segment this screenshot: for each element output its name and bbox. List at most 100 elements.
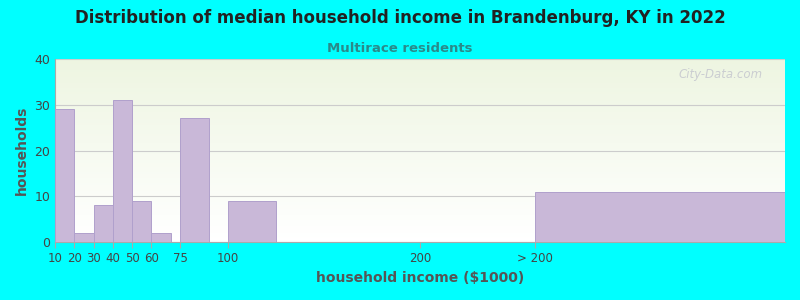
Bar bbox=[55, 163, 785, 165]
Bar bbox=[151, 233, 170, 242]
Bar bbox=[55, 227, 785, 229]
Bar bbox=[180, 118, 209, 242]
Bar bbox=[55, 134, 785, 136]
Bar bbox=[55, 59, 785, 61]
Bar bbox=[55, 151, 785, 152]
Bar bbox=[55, 169, 785, 171]
Bar bbox=[55, 130, 785, 132]
Bar bbox=[55, 240, 785, 242]
Bar bbox=[55, 101, 785, 103]
Bar bbox=[55, 88, 785, 90]
Bar bbox=[55, 96, 785, 98]
Bar bbox=[55, 106, 785, 108]
Bar bbox=[55, 231, 785, 233]
Bar bbox=[55, 81, 785, 83]
Y-axis label: households: households bbox=[15, 106, 29, 195]
Bar bbox=[55, 233, 785, 235]
Bar bbox=[55, 222, 785, 224]
Bar bbox=[55, 214, 785, 216]
Bar bbox=[55, 191, 785, 193]
Bar bbox=[55, 198, 785, 200]
Bar bbox=[55, 61, 785, 63]
Bar bbox=[55, 149, 785, 151]
Text: Distribution of median household income in Brandenburg, KY in 2022: Distribution of median household income … bbox=[74, 9, 726, 27]
Bar bbox=[55, 211, 785, 213]
Bar bbox=[55, 154, 785, 156]
Bar bbox=[55, 92, 785, 94]
Bar bbox=[55, 161, 785, 163]
Bar bbox=[55, 158, 785, 160]
Bar bbox=[55, 76, 785, 77]
Bar bbox=[55, 108, 785, 110]
Bar bbox=[55, 204, 785, 206]
Bar bbox=[55, 184, 785, 185]
Bar bbox=[55, 105, 785, 106]
Bar bbox=[55, 79, 785, 81]
Bar bbox=[55, 114, 785, 116]
Bar bbox=[55, 224, 785, 226]
Bar bbox=[55, 127, 785, 129]
Bar bbox=[55, 94, 785, 96]
Bar bbox=[55, 178, 785, 180]
Bar bbox=[55, 68, 785, 70]
Bar bbox=[55, 141, 785, 143]
Bar bbox=[55, 77, 785, 79]
Bar bbox=[55, 235, 785, 236]
Text: City-Data.com: City-Data.com bbox=[679, 68, 763, 81]
Bar bbox=[55, 220, 785, 222]
Bar bbox=[55, 83, 785, 85]
Bar bbox=[55, 182, 785, 184]
Bar bbox=[55, 189, 785, 191]
Text: Multirace residents: Multirace residents bbox=[327, 42, 473, 55]
Bar bbox=[535, 192, 785, 242]
Bar bbox=[55, 156, 785, 158]
Bar bbox=[55, 185, 785, 187]
Bar bbox=[94, 206, 113, 242]
Bar bbox=[55, 121, 785, 123]
Bar bbox=[55, 109, 74, 242]
Bar bbox=[55, 207, 785, 209]
Bar bbox=[55, 216, 785, 218]
Bar bbox=[55, 196, 785, 198]
Bar bbox=[55, 98, 785, 99]
Bar bbox=[55, 64, 785, 66]
Bar bbox=[55, 218, 785, 220]
Bar bbox=[55, 66, 785, 68]
Bar bbox=[55, 172, 785, 174]
Bar bbox=[113, 100, 132, 242]
Bar bbox=[55, 236, 785, 238]
Bar bbox=[55, 125, 785, 127]
Bar bbox=[55, 167, 785, 169]
Bar bbox=[55, 160, 785, 161]
Bar bbox=[55, 145, 785, 147]
X-axis label: household income ($1000): household income ($1000) bbox=[316, 271, 524, 285]
Bar bbox=[55, 206, 785, 207]
Bar bbox=[55, 63, 785, 64]
Bar bbox=[55, 132, 785, 134]
Bar bbox=[55, 110, 785, 112]
Bar bbox=[55, 123, 785, 125]
Bar bbox=[55, 202, 785, 204]
Bar bbox=[55, 136, 785, 138]
Bar bbox=[74, 233, 94, 242]
Bar bbox=[55, 194, 785, 196]
Bar bbox=[55, 143, 785, 145]
Bar bbox=[55, 119, 785, 121]
Bar bbox=[132, 201, 151, 242]
Bar bbox=[55, 165, 785, 167]
Bar bbox=[55, 213, 785, 214]
Bar bbox=[55, 129, 785, 130]
Bar bbox=[55, 72, 785, 74]
Bar bbox=[55, 226, 785, 227]
Bar bbox=[55, 147, 785, 149]
Bar bbox=[55, 138, 785, 140]
Bar bbox=[55, 85, 785, 86]
Bar bbox=[55, 90, 785, 92]
Bar bbox=[55, 238, 785, 240]
Bar bbox=[55, 116, 785, 118]
Bar bbox=[228, 201, 276, 242]
Bar bbox=[55, 209, 785, 211]
Bar bbox=[55, 174, 785, 176]
Bar bbox=[55, 86, 785, 88]
Bar bbox=[55, 180, 785, 182]
